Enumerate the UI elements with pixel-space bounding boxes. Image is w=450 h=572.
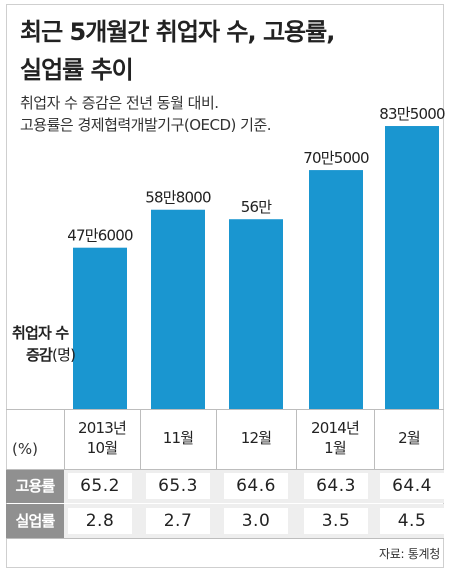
table-cell: 64.4 xyxy=(380,473,444,499)
bar xyxy=(229,219,283,409)
source-note: 자료: 통계청 xyxy=(379,547,440,561)
table-divider xyxy=(374,410,375,470)
x-tick-label: 2014년 1월 xyxy=(311,419,360,457)
data-label: 56만 xyxy=(241,198,272,216)
table-cell: 65.3 xyxy=(146,473,210,499)
table-row-header: 고용률 xyxy=(6,469,64,503)
bar xyxy=(385,126,439,410)
table-unit-label: (%) xyxy=(12,440,38,458)
table-cell: 4.5 xyxy=(380,508,444,534)
y-axis-label: 취업자 수 xyxy=(12,324,69,342)
table-row-header: 실업률 xyxy=(6,504,64,538)
data-label: 47만6000 xyxy=(67,227,133,245)
y-axis-unit: (명) xyxy=(52,346,76,364)
table-cell: 65.2 xyxy=(68,473,132,499)
table-cell: 64.6 xyxy=(224,473,288,499)
chart-title-line-2: 실업률 추이 xyxy=(20,56,134,84)
y-axis-label-line-2: 증감(명) xyxy=(26,344,76,365)
note-line-1: 취업자 수 증감은 전년 동월 대비. xyxy=(20,94,219,112)
bar xyxy=(309,170,363,409)
table-cell: 2.8 xyxy=(68,508,132,534)
data-label: 58만8000 xyxy=(145,189,211,207)
x-tick-label: 2월 xyxy=(398,429,421,447)
y-axis-label-text: 증감 xyxy=(26,346,53,364)
data-label: 70만5000 xyxy=(303,149,369,167)
table-divider xyxy=(216,410,217,470)
bar xyxy=(73,247,127,409)
table-divider xyxy=(140,410,141,470)
bar xyxy=(151,209,205,409)
table-cell: 2.7 xyxy=(146,508,210,534)
data-label: 83만5000 xyxy=(379,105,445,123)
chart-title-line-1: 최근 5개월간 취업자 수, 고용률, xyxy=(20,18,335,46)
table-cell: 64.3 xyxy=(304,473,368,499)
x-tick-label: 2013년 10월 xyxy=(78,419,127,457)
table-divider xyxy=(296,410,297,470)
table-cell: 3.5 xyxy=(304,508,368,534)
table-divider xyxy=(64,410,65,470)
table-cell: 3.0 xyxy=(224,508,288,534)
table-divider xyxy=(6,469,444,470)
note-line-2: 고용률은 경제협력개발기구(OECD) 기준. xyxy=(20,116,272,134)
x-tick-label: 11월 xyxy=(162,429,194,447)
table-divider xyxy=(6,538,444,539)
x-tick-label: 12월 xyxy=(240,429,272,447)
